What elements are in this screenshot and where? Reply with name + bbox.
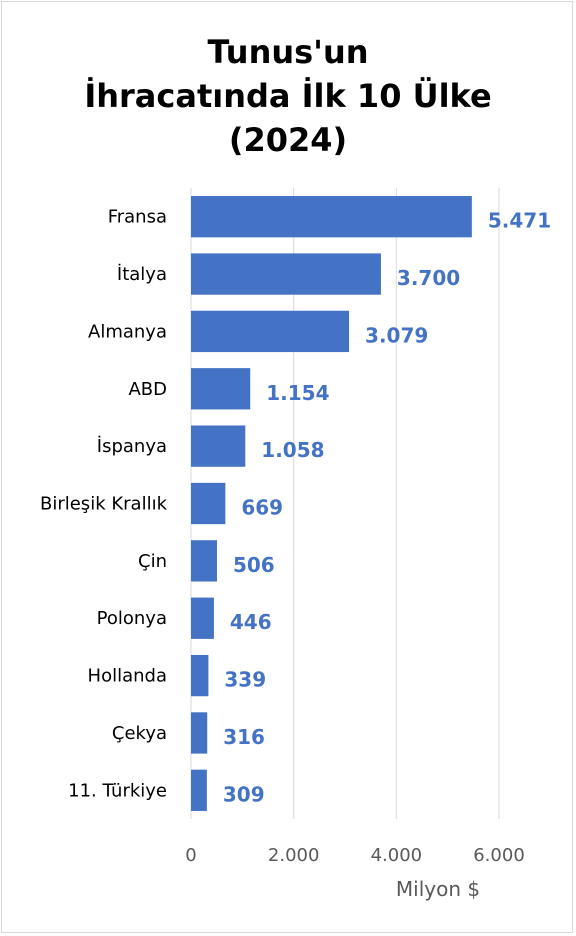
- category-label: ABD: [128, 379, 167, 400]
- category-label: Birleşik Krallık: [40, 494, 168, 515]
- bar: [191, 712, 208, 754]
- category-label: 11. Türkiye: [68, 780, 167, 801]
- bar: [191, 769, 207, 811]
- data-labels: 5.471 3.700 3.079 1.154 1.058 669 506 446 339 316…: [223, 209, 551, 807]
- data-label: 3.700: [397, 266, 460, 290]
- bars: [191, 196, 472, 811]
- data-label: 309: [223, 782, 265, 806]
- category-label: Polonya: [97, 608, 167, 629]
- x-tick-label: 4.000: [371, 845, 423, 866]
- category-label: Fransa: [108, 207, 167, 228]
- chart-title: Tunus'un İhracatında İlk 10 Ülke (2024): [0, 30, 576, 162]
- data-label: 3.079: [365, 323, 428, 347]
- data-label: 316: [223, 725, 265, 749]
- category-label: Hollanda: [88, 666, 167, 687]
- x-tick-label: 6.000: [473, 845, 525, 866]
- data-label: 1.058: [261, 438, 324, 462]
- bar: [191, 654, 209, 697]
- chart-title-line-2: İhracatında İlk 10 Ülke: [84, 77, 492, 115]
- bar: [191, 368, 251, 410]
- bar: [191, 253, 381, 295]
- x-axis-title: Milyon $: [396, 877, 480, 901]
- bar: [191, 482, 226, 525]
- chart-title-line-3: (2024): [228, 121, 348, 159]
- data-label: 1.154: [266, 381, 329, 405]
- category-label: Almanya: [88, 321, 167, 342]
- x-tick-label: 2.000: [268, 845, 320, 866]
- data-label: 5.471: [488, 209, 551, 233]
- bar: [191, 310, 350, 353]
- x-tick-label: 0: [185, 845, 196, 866]
- x-tick-labels: 0 2.000 4.000 6.000: [185, 845, 524, 866]
- data-label: 506: [233, 553, 275, 577]
- data-label: 446: [230, 610, 272, 634]
- category-labels: Fransa İtalya Almanya ABD İspanya Birleşik Kr…: [40, 207, 168, 802]
- category-label: İtalya: [117, 264, 167, 285]
- data-label: 669: [241, 496, 283, 520]
- bar: [191, 196, 472, 238]
- category-label: İspanya: [97, 436, 167, 457]
- bar: [191, 597, 214, 639]
- category-label: Çin: [138, 551, 167, 572]
- data-label: 339: [224, 668, 266, 692]
- chart-title-line-1: Tunus'un: [207, 33, 369, 71]
- bar: [191, 425, 246, 467]
- bar: [191, 540, 217, 582]
- category-label: Çekya: [112, 723, 167, 744]
